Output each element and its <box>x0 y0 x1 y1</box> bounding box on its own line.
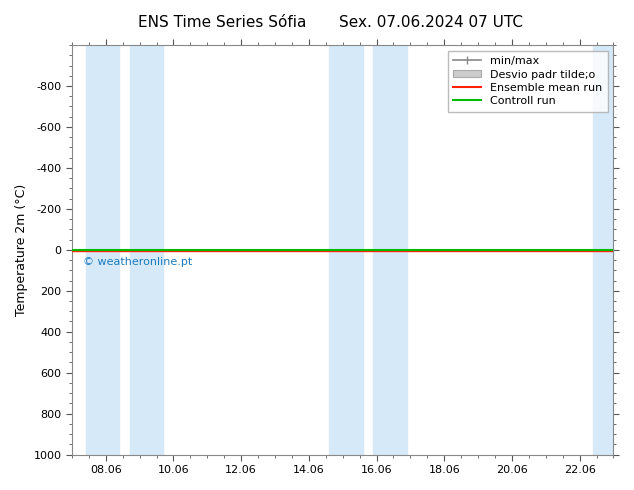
Bar <box>129 45 164 455</box>
Y-axis label: Temperature 2m (°C): Temperature 2m (°C) <box>15 184 28 316</box>
Text: Sex. 07.06.2024 07 UTC: Sex. 07.06.2024 07 UTC <box>339 15 523 30</box>
Bar <box>329 45 363 455</box>
Bar <box>373 45 407 455</box>
Bar <box>86 45 119 455</box>
Text: ENS Time Series Sófia: ENS Time Series Sófia <box>138 15 306 30</box>
Legend: min/max, Desvio padr tilde;o, Ensemble mean run, Controll run: min/max, Desvio padr tilde;o, Ensemble m… <box>448 50 608 112</box>
Bar <box>593 45 614 455</box>
Text: © weatheronline.pt: © weatheronline.pt <box>83 257 192 267</box>
